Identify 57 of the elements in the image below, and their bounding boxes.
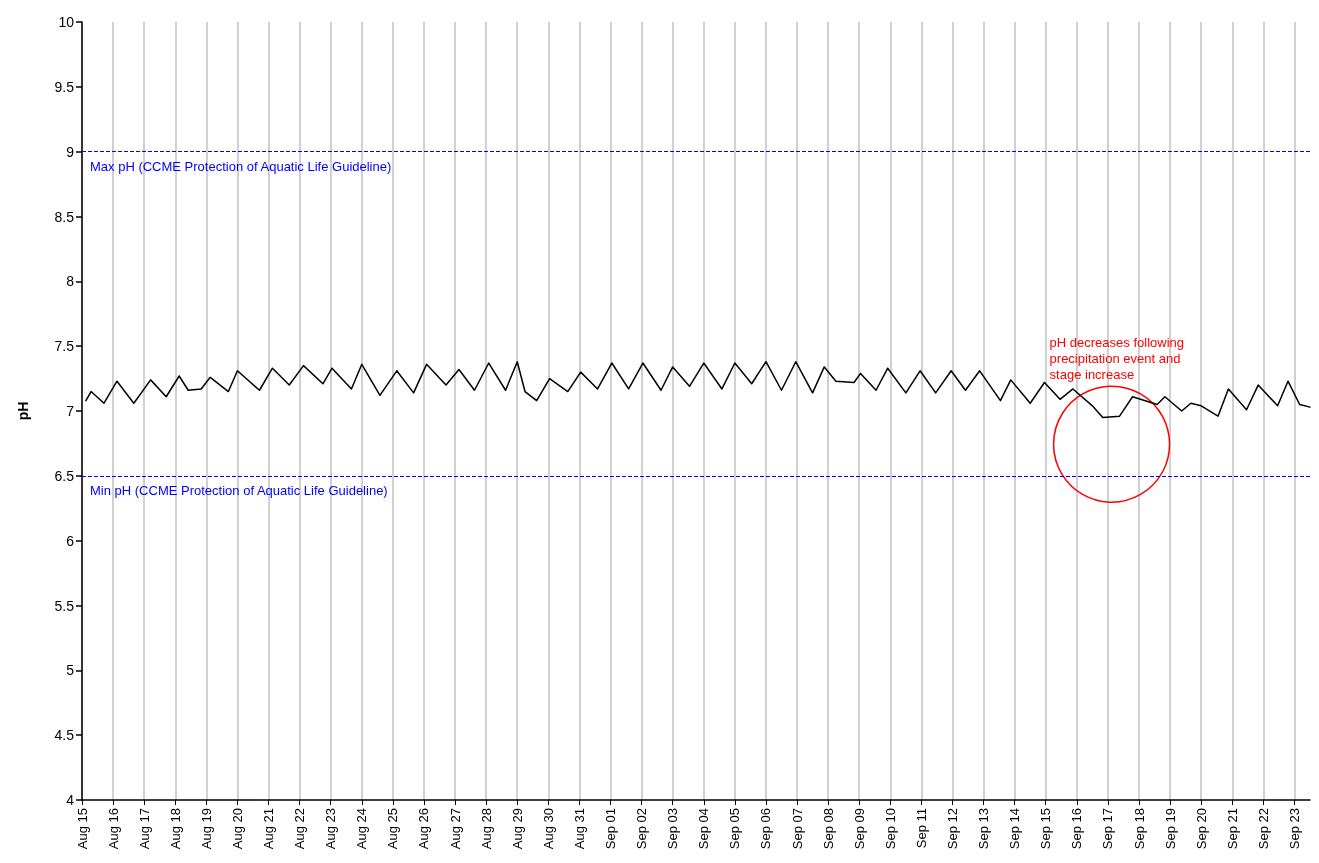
x-tick-label: Sep 02 xyxy=(634,808,650,850)
x-tick-label: Aug 23 xyxy=(323,808,339,850)
x-tick-label: Sep 21 xyxy=(1224,808,1240,850)
x-tick-label: Aug 26 xyxy=(416,808,432,850)
y-tick-label: 4.5 xyxy=(54,727,75,744)
ref-line-label: Min pH (CCME Protection of Aquatic Life Guideline) xyxy=(90,482,388,498)
x-tick-label: Aug 15 xyxy=(74,808,90,850)
x-tick-label: Aug 25 xyxy=(385,808,401,850)
annotation: pH decreases following precipitation event and stage increase xyxy=(1049,334,1188,382)
x-tick-label: Sep 23 xyxy=(1286,808,1302,850)
x-tick-label: Sep 04 xyxy=(696,808,712,850)
x-tick-label: Aug 16 xyxy=(105,808,121,850)
y-tick-label: 6 xyxy=(66,532,75,549)
x-tick-label: Sep 06 xyxy=(758,808,774,850)
x-tick-label: Sep 10 xyxy=(882,808,898,850)
x-tick-label: Sep 12 xyxy=(944,808,960,850)
x-tick-label: Sep 15 xyxy=(1038,808,1054,850)
x-tick-label: Aug 20 xyxy=(229,808,245,850)
x-tick-label: Sep 01 xyxy=(603,808,619,850)
x-tick-label: Aug 18 xyxy=(167,808,183,850)
x-tick-label: Sep 05 xyxy=(727,808,743,850)
x-tick-label: Aug 29 xyxy=(509,808,525,850)
x-tick-label: Sep 03 xyxy=(665,808,681,850)
y-tick-label: 5 xyxy=(66,662,75,679)
y-tick-label: 10 xyxy=(58,14,75,30)
x-tick-label: Sep 08 xyxy=(820,808,836,850)
x-tick-label: Aug 22 xyxy=(292,808,308,850)
x-tick-label: Sep 07 xyxy=(789,808,805,850)
x-tick-label: Aug 24 xyxy=(354,808,370,850)
x-tick-label: Aug 31 xyxy=(571,808,587,850)
y-tick-label: 6.5 xyxy=(54,467,75,484)
y-tick-label: 9.5 xyxy=(54,78,75,95)
x-tick-label: Sep 17 xyxy=(1100,808,1116,850)
x-tick-label: Sep 19 xyxy=(1162,808,1178,850)
x-tick-label: Aug 27 xyxy=(447,808,463,850)
x-tick-label: Sep 11 xyxy=(913,808,929,849)
y-tick-label: 5.5 xyxy=(54,597,75,614)
y-tick-label: 8 xyxy=(66,273,75,290)
y-tick-label: 9 xyxy=(66,143,75,160)
x-tick-label: Sep 22 xyxy=(1255,808,1271,850)
x-tick-label: Aug 17 xyxy=(136,808,152,850)
x-tick-label: Aug 28 xyxy=(478,808,494,850)
ref-line-label: Max pH (CCME Protection of Aquatic Life Guideline) xyxy=(90,158,392,174)
x-tick-label: Aug 19 xyxy=(198,808,214,850)
x-tick-label: Sep 13 xyxy=(976,808,992,850)
y-tick-label: 4 xyxy=(66,792,75,808)
x-tick-label: Aug 30 xyxy=(540,808,556,850)
x-tick-label: Sep 14 xyxy=(1007,808,1023,850)
x-tick-label: Sep 16 xyxy=(1069,808,1085,850)
y-tick-label: 7.5 xyxy=(54,338,75,355)
x-tick-label: Aug 21 xyxy=(261,808,277,850)
x-tick-label: Sep 09 xyxy=(851,808,867,850)
x-tick-label: Sep 18 xyxy=(1131,808,1147,850)
y-axis-title: pH xyxy=(15,401,31,421)
y-tick-label: 8.5 xyxy=(54,208,75,225)
x-tick-label: Sep 20 xyxy=(1193,808,1209,850)
y-tick-label: 7 xyxy=(66,403,75,419)
